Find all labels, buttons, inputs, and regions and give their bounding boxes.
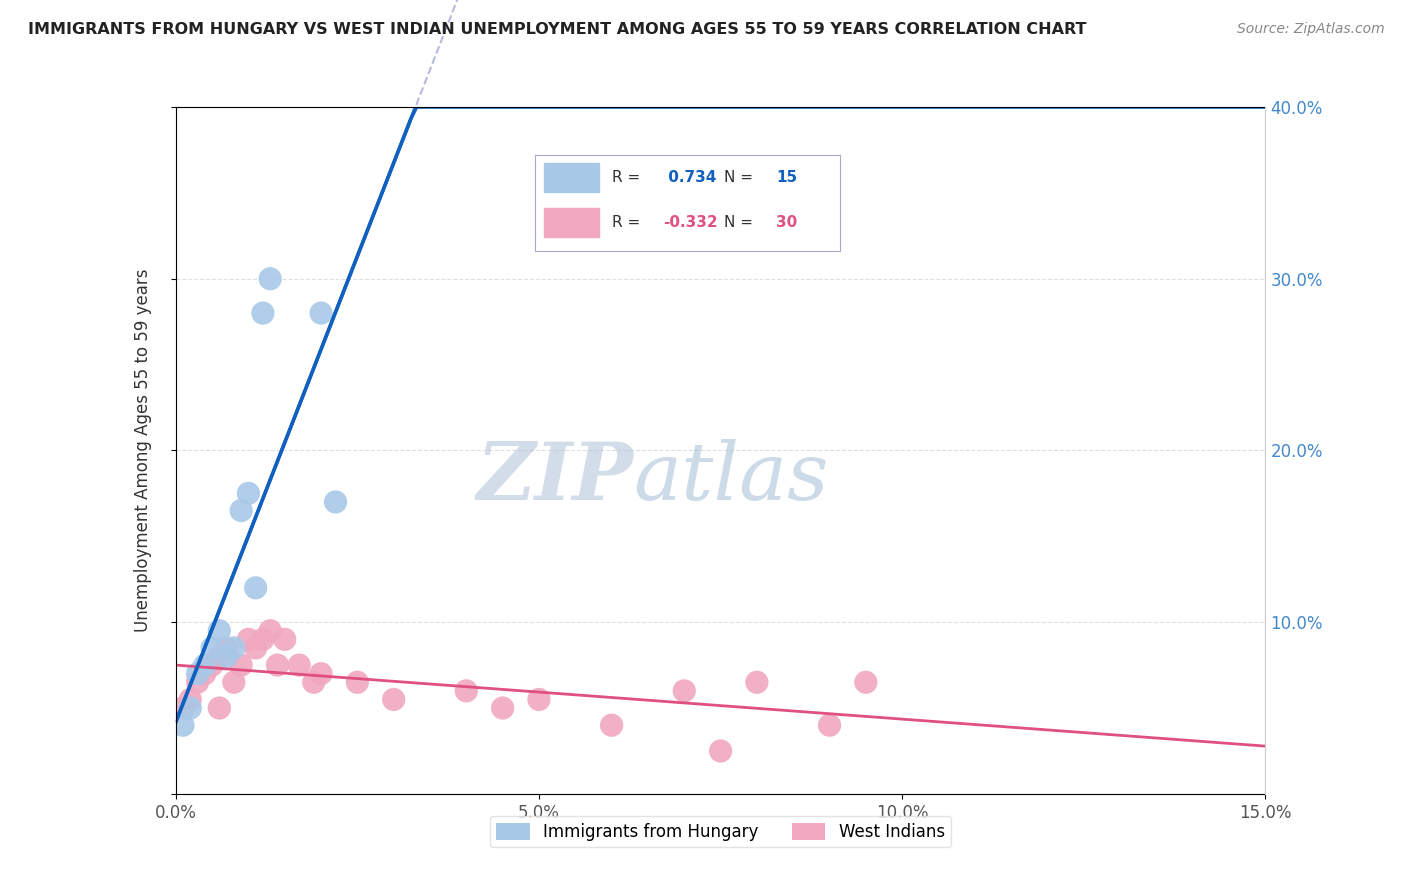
Point	[231, 658, 253, 673]
Point	[309, 666, 332, 681]
Point	[179, 692, 201, 706]
Point	[208, 624, 231, 638]
Point	[600, 718, 623, 732]
Point	[266, 658, 288, 673]
Point	[186, 666, 209, 681]
Point	[222, 640, 245, 655]
Point	[855, 675, 877, 690]
Point	[382, 692, 405, 706]
Point	[745, 675, 768, 690]
Point	[208, 701, 231, 715]
Point	[252, 306, 274, 320]
Point	[172, 718, 194, 732]
Point	[710, 744, 733, 758]
Point	[201, 658, 224, 673]
Point	[288, 658, 311, 673]
Point	[245, 640, 267, 655]
Point	[818, 718, 841, 732]
Point	[238, 632, 260, 647]
Point	[302, 675, 325, 690]
Point	[215, 649, 238, 664]
Point	[179, 701, 201, 715]
Point	[194, 666, 217, 681]
Point	[194, 658, 217, 673]
Point	[527, 692, 550, 706]
Point	[309, 306, 332, 320]
Point	[186, 675, 209, 690]
Point	[252, 632, 274, 647]
Point	[274, 632, 297, 647]
Point	[238, 486, 260, 500]
Point	[172, 701, 194, 715]
Point	[208, 649, 231, 664]
Text: atlas: atlas	[633, 439, 828, 516]
Legend: Immigrants from Hungary, West Indians: Immigrants from Hungary, West Indians	[489, 816, 952, 847]
Point	[201, 640, 224, 655]
Point	[222, 675, 245, 690]
Point	[231, 503, 253, 517]
Point	[325, 495, 347, 509]
Point	[259, 624, 281, 638]
Text: Source: ZipAtlas.com: Source: ZipAtlas.com	[1237, 22, 1385, 37]
Text: ZIP: ZIP	[477, 439, 633, 516]
Point	[245, 581, 267, 595]
Point	[673, 683, 696, 698]
Point	[492, 701, 515, 715]
Point	[215, 640, 238, 655]
Text: IMMIGRANTS FROM HUNGARY VS WEST INDIAN UNEMPLOYMENT AMONG AGES 55 TO 59 YEARS CO: IMMIGRANTS FROM HUNGARY VS WEST INDIAN U…	[28, 22, 1087, 37]
Y-axis label: Unemployment Among Ages 55 to 59 years: Unemployment Among Ages 55 to 59 years	[134, 268, 152, 632]
Point	[346, 675, 368, 690]
Point	[259, 271, 281, 285]
Point	[456, 683, 478, 698]
